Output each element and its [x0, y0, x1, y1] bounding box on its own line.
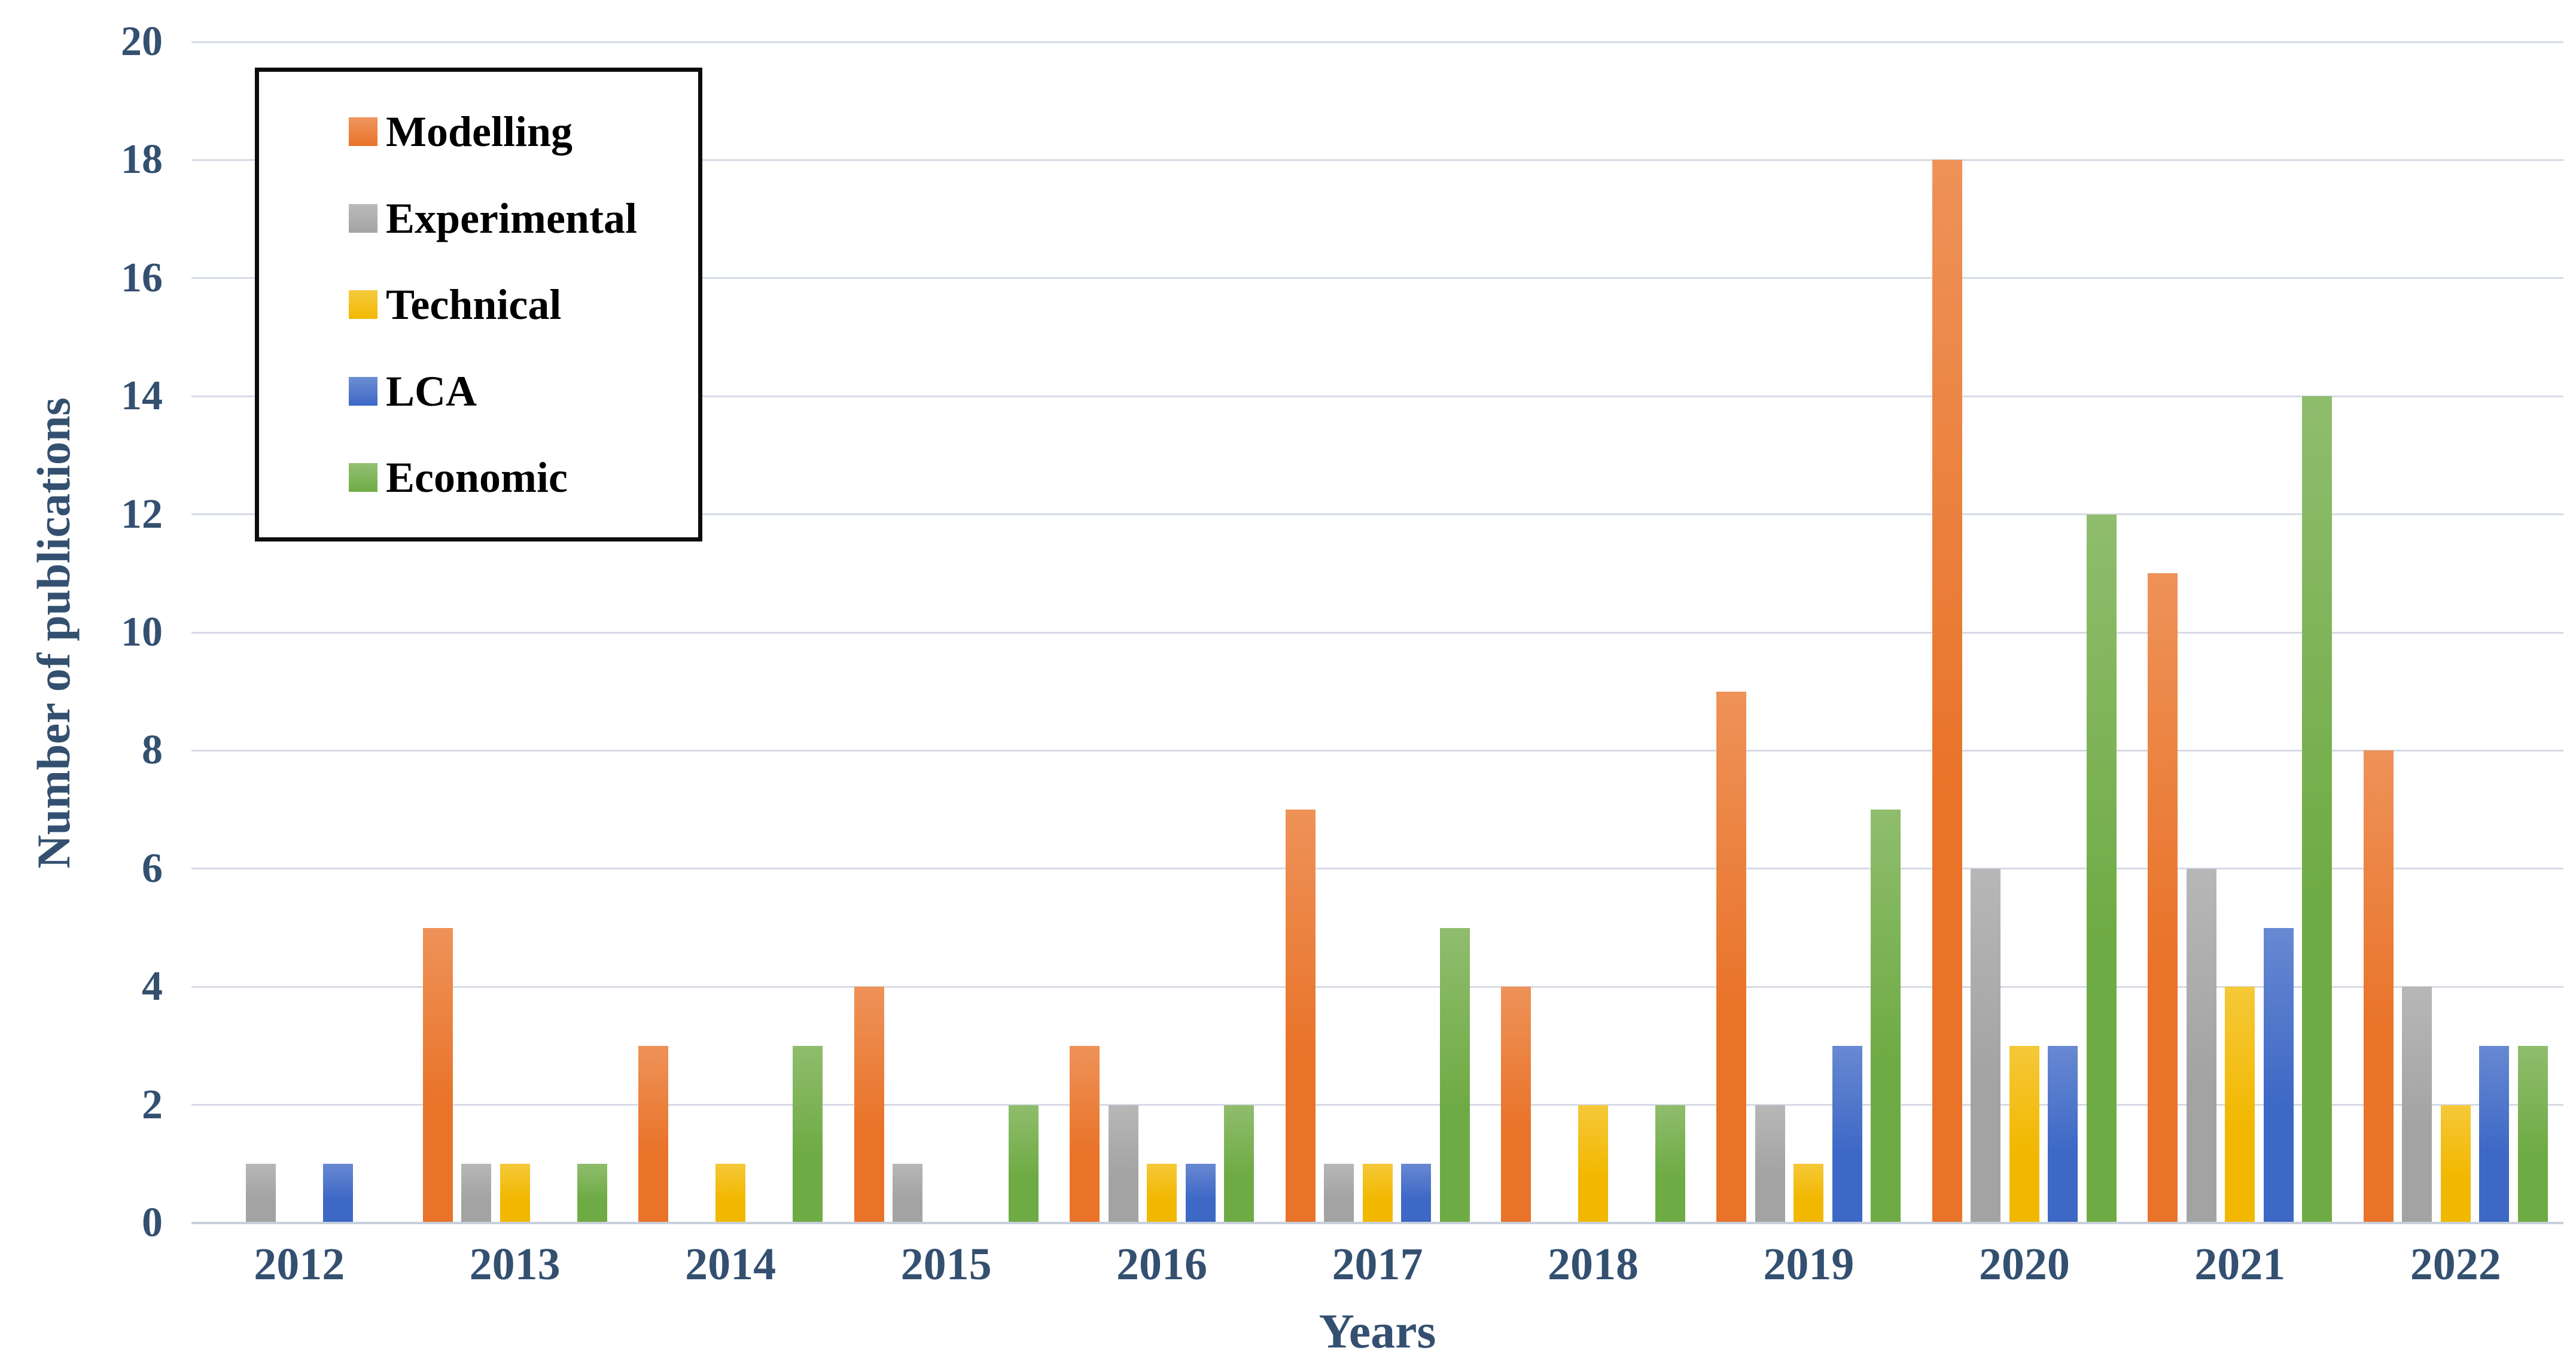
bar-technical-2017 [1362, 1164, 1393, 1223]
gridline [191, 631, 2563, 634]
bar-technical-2021 [2225, 987, 2255, 1223]
bar-lca-2012 [322, 1164, 353, 1223]
legend-label: LCA [386, 367, 477, 415]
bar-economic-2015 [1008, 1105, 1039, 1223]
legend-item-experimental: Experimental [349, 196, 686, 241]
gridline [191, 985, 2563, 988]
legend-item-lca: LCA [349, 369, 686, 414]
bar-lca-2017 [1401, 1164, 1431, 1223]
legend-item-economic: Economic [349, 455, 686, 500]
bar-lca-2019 [1832, 1045, 1862, 1223]
bar-modelling-2021 [2148, 573, 2178, 1223]
bar-modelling-2017 [1285, 810, 1316, 1223]
x-axis-line [191, 1222, 2563, 1224]
x-tick-label: 2019 [1763, 1239, 1855, 1289]
bar-economic-2018 [1655, 1105, 1685, 1223]
y-tick-label: 14 [121, 373, 163, 419]
bar-modelling-2015 [854, 987, 884, 1223]
gridline [191, 1104, 2563, 1106]
gridline [191, 868, 2563, 870]
legend-swatch-icon [349, 203, 377, 233]
bar-experimental-2015 [893, 1164, 923, 1223]
bar-technical-2022 [2440, 1105, 2471, 1223]
legend-swatch-icon [349, 376, 377, 406]
x-tick-label: 2013 [469, 1239, 561, 1289]
x-axis-title: Years [1319, 1304, 1436, 1358]
bar-economic-2021 [2302, 396, 2333, 1223]
bar-lca-2022 [2479, 1045, 2510, 1223]
x-tick-label: 2016 [1116, 1239, 1208, 1289]
gridline [191, 41, 2563, 43]
bar-lca-2016 [1185, 1164, 1216, 1223]
legend-label: Experimental [386, 194, 637, 242]
bar-modelling-2016 [1070, 1045, 1100, 1223]
bar-technical-2014 [715, 1164, 746, 1223]
y-tick-label: 10 [121, 609, 163, 655]
bar-experimental-2020 [1971, 868, 2001, 1223]
bar-economic-2019 [1871, 810, 1901, 1223]
y-tick-label: 16 [121, 254, 163, 301]
gridline [191, 749, 2563, 752]
bar-experimental-2016 [1108, 1105, 1138, 1223]
bar-technical-2020 [2009, 1045, 2039, 1223]
bar-experimental-2019 [1755, 1105, 1785, 1223]
x-tick-label: 2017 [1332, 1239, 1423, 1289]
legend-swatch-icon [349, 117, 377, 146]
x-tick-label: 2021 [2194, 1239, 2286, 1289]
bar-lca-2021 [2263, 927, 2294, 1223]
x-tick-label: 2015 [900, 1239, 992, 1289]
bar-experimental-2022 [2402, 987, 2432, 1223]
y-tick-label: 20 [121, 19, 163, 65]
legend-label: Economic [386, 454, 568, 501]
y-tick-label: 12 [121, 491, 163, 537]
bar-modelling-2019 [1716, 691, 1747, 1223]
bar-modelling-2018 [1500, 987, 1531, 1223]
bar-modelling-2014 [638, 1045, 669, 1223]
bar-experimental-2017 [1324, 1164, 1354, 1223]
bar-economic-2020 [2086, 514, 2117, 1223]
x-tick-label: 2018 [1547, 1239, 1639, 1289]
x-tick-label: 2012 [254, 1239, 345, 1289]
legend-swatch-icon [349, 290, 377, 319]
bar-technical-2013 [500, 1164, 530, 1223]
bar-technical-2019 [1794, 1164, 1824, 1223]
gridline [191, 513, 2563, 516]
y-tick-label: 0 [142, 1200, 163, 1246]
gridline [191, 159, 2563, 161]
bar-economic-2017 [1439, 927, 1470, 1223]
y-tick-label: 4 [142, 963, 163, 1010]
x-tick-label: 2020 [1978, 1239, 2070, 1289]
x-tick-label: 2022 [2410, 1239, 2501, 1289]
gridline [191, 395, 2563, 397]
legend-label: Modelling [386, 108, 573, 156]
y-tick-label: 8 [142, 727, 163, 774]
legend-item-modelling: Modelling [349, 109, 686, 154]
gridline [191, 277, 2563, 279]
bar-modelling-2020 [1932, 160, 1962, 1223]
legend-item-technical: Technical [349, 282, 686, 327]
bar-modelling-2022 [2363, 750, 2394, 1223]
legend: Modelling Experimental Technical LCA Economi… [255, 68, 702, 541]
y-tick-label: 2 [142, 1081, 163, 1128]
bar-economic-2014 [793, 1045, 823, 1223]
bar-technical-2018 [1578, 1105, 1608, 1223]
legend-label: Technical [386, 281, 562, 328]
bar-experimental-2021 [2186, 868, 2216, 1223]
bar-technical-2016 [1147, 1164, 1177, 1223]
y-tick-label: 18 [121, 136, 163, 183]
bar-economic-2016 [1224, 1105, 1254, 1223]
bar-economic-2013 [577, 1164, 607, 1223]
bar-modelling-2013 [422, 927, 453, 1223]
bar-lca-2020 [2048, 1045, 2078, 1223]
y-tick-label: 6 [142, 845, 163, 892]
legend-swatch-icon [349, 463, 377, 492]
bar-economic-2022 [2517, 1045, 2548, 1223]
bar-experimental-2013 [461, 1164, 492, 1223]
x-tick-label: 2014 [685, 1239, 777, 1289]
bar-experimental-2012 [245, 1164, 276, 1223]
